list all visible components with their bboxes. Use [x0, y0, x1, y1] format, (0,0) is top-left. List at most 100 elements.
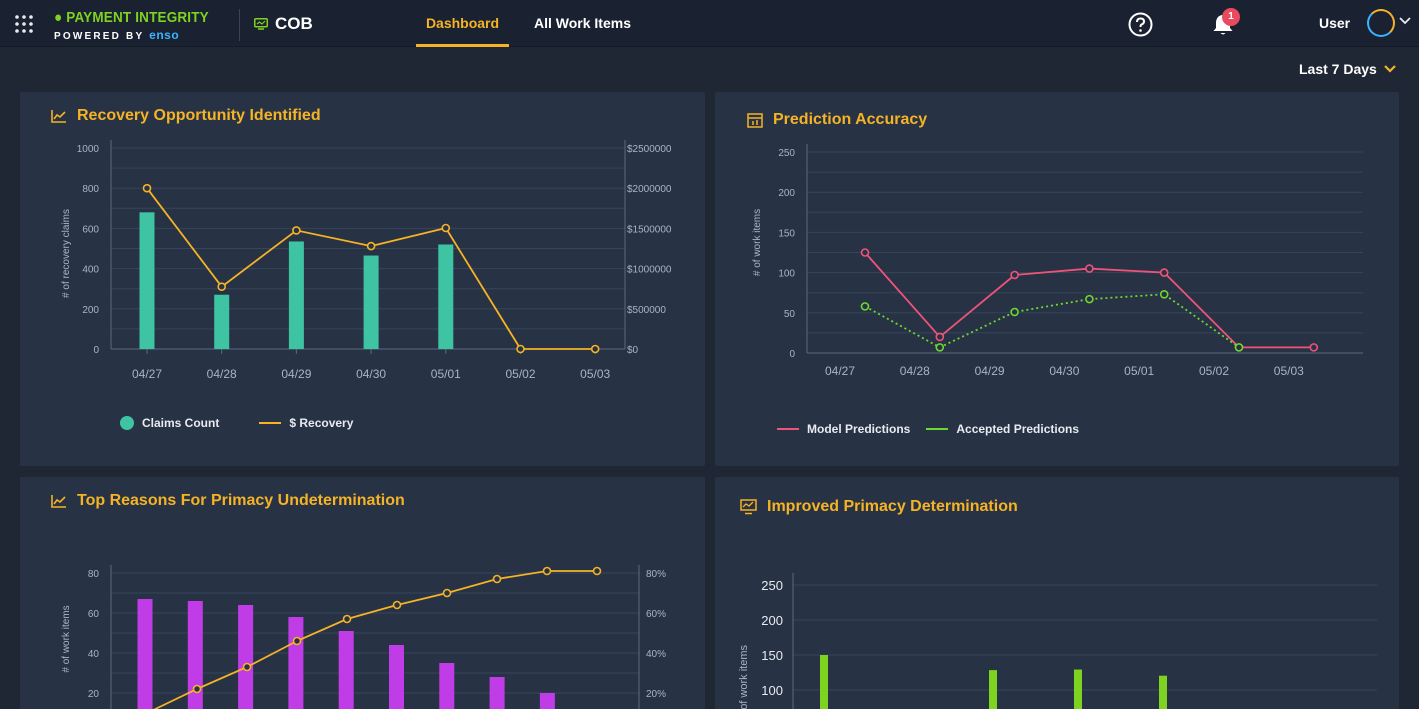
- bar-claims-count: [363, 255, 379, 349]
- legend-claims-count[interactable]: Claims Count: [120, 416, 219, 430]
- top-reasons-card: Top Reasons For Primacy Undetermination …: [20, 477, 705, 709]
- y-tick-label: 250: [778, 148, 795, 159]
- line-cumulative-percent: [153, 570, 597, 709]
- recovery-opportunity-card: Recovery Opportunity Identified 1000 800 6…: [20, 92, 705, 466]
- x-tick-label: 05/01: [1124, 364, 1154, 378]
- pi-logo-mark: ●: [54, 9, 63, 26]
- date-range-label: Last 7 Days: [1299, 61, 1377, 77]
- point-model-predictions: [1309, 343, 1319, 352]
- point-recovery: [366, 241, 376, 251]
- point-recovery: [441, 223, 451, 233]
- bar-improved-primacy: [1074, 669, 1082, 709]
- tab-dashboard[interactable]: Dashboard: [416, 0, 509, 47]
- y-tick-label: 80: [88, 569, 100, 580]
- improved-primacy-chart: 250 200 150 100 # of work items: [738, 573, 1377, 709]
- point-recovery: [292, 226, 301, 235]
- point-accepted-predictions: [935, 343, 945, 352]
- bar-work-items: [238, 605, 254, 709]
- improved-title: Improved Primacy Determination: [767, 498, 1018, 515]
- point-recovery: [217, 282, 226, 291]
- y-tick-label: 50: [784, 309, 796, 320]
- line-chart-icon: [51, 110, 66, 123]
- legend-model-predictions[interactable]: Model Predictions: [777, 422, 910, 436]
- legend-label: Model Predictions: [807, 422, 911, 436]
- logo-subtitle: POWERED BY enso: [54, 28, 226, 42]
- legend-recovery[interactable]: $ Recovery: [259, 416, 353, 430]
- payment-integrity-logo[interactable]: ● PAYMENT INTEGRITY POWERED BY enso: [54, 9, 226, 43]
- logo-title-text: PAYMENT INTEGRITY: [66, 9, 209, 26]
- x-tick-label: 04/28: [900, 364, 930, 378]
- accuracy-legend: Model Predictions Accepted Predictions: [777, 422, 1119, 436]
- y-tick-label: 60: [88, 609, 100, 620]
- calendar-chart-icon: [747, 113, 763, 128]
- point-recovery: [590, 344, 600, 354]
- point-cumulative-percent: [442, 588, 452, 598]
- bar-work-items: [539, 693, 555, 709]
- y-tick-label: 200: [778, 188, 795, 199]
- y2-tick-label: 40%: [646, 649, 666, 660]
- point-cumulative-percent: [592, 566, 602, 576]
- y2-tick-label: $2000000: [627, 184, 672, 195]
- monitor-chart-icon: [740, 499, 757, 515]
- point-model-predictions: [1085, 264, 1094, 273]
- point-accepted-predictions: [1159, 290, 1169, 299]
- point-recovery: [516, 344, 525, 354]
- logo-powered-by: POWERED BY: [54, 31, 145, 42]
- legend-label: $ Recovery: [289, 416, 354, 430]
- bar-work-items: [389, 645, 404, 709]
- point-cumulative-percent: [392, 600, 402, 610]
- y2-tick-label: 80%: [646, 569, 666, 580]
- y2-tick-label: $1500000: [627, 224, 672, 235]
- top-reasons-chart: 80 60 40 20 80% 60% 40% 20% # of work items: [61, 565, 666, 709]
- y-axis-label: # of work items: [61, 605, 72, 672]
- recovery-chart: 1000 800 600 400 200 0 $2500000 $2000000 $150000…: [61, 140, 672, 381]
- point-cumulative-percent: [342, 614, 352, 624]
- y-tick-label: 100: [778, 269, 795, 280]
- y2-tick-label: $2500000: [627, 144, 672, 155]
- x-tick-label: 04/27: [132, 367, 162, 381]
- y-axis-label: # of work items: [752, 209, 763, 276]
- card-title: Improved Primacy Determination: [740, 498, 1018, 516]
- point-model-predictions: [860, 248, 870, 257]
- bar-claims-count: [214, 294, 230, 349]
- tab-all-work-items[interactable]: All Work Items: [534, 15, 631, 31]
- y-tick-label: 400: [82, 265, 99, 276]
- y-tick-label: 20: [88, 689, 100, 700]
- y-axis-label: # of recovery claims: [61, 209, 72, 298]
- legend-swatch: [120, 416, 134, 430]
- bar-work-items: [489, 677, 505, 709]
- user-name[interactable]: User: [1319, 15, 1351, 31]
- bar-work-items: [137, 599, 153, 709]
- y2-tick-label: $0: [627, 345, 639, 356]
- point-model-predictions: [1010, 270, 1019, 280]
- notification-count-badge: 1: [1222, 8, 1240, 26]
- point-accepted-predictions: [860, 302, 870, 311]
- legend-swatch: [777, 428, 799, 430]
- bar-claims-count: [288, 241, 304, 349]
- y-tick-label: 150: [778, 228, 795, 239]
- bar-improved-primacy: [1159, 675, 1167, 709]
- legend-accepted-predictions[interactable]: Accepted Predictions: [926, 422, 1079, 436]
- app-switcher[interactable]: COB: [254, 14, 313, 34]
- legend-label: Claims Count: [142, 416, 220, 430]
- apps-grid-icon[interactable]: [14, 14, 34, 34]
- y-tick-label: 40: [88, 649, 100, 660]
- legend-swatch: [926, 428, 949, 430]
- y-tick-label: 200: [82, 305, 99, 316]
- date-range-selector[interactable]: Last 7 Days: [1299, 61, 1397, 77]
- x-tick-label: 05/02: [505, 367, 535, 381]
- chevron-down-icon[interactable]: [1398, 16, 1412, 26]
- y-tick-label: 0: [93, 345, 99, 356]
- bar-improved-primacy: [820, 655, 828, 709]
- y2-tick-label: 20%: [646, 689, 666, 700]
- legend-swatch: [259, 422, 282, 424]
- card-title: Prediction Accuracy: [747, 111, 927, 129]
- point-cumulative-percent: [242, 662, 252, 672]
- x-tick-label: 04/27: [825, 364, 855, 378]
- help-icon[interactable]: [1128, 12, 1153, 37]
- x-tick-label: 05/03: [1274, 364, 1304, 378]
- y-tick-label: 150: [761, 648, 783, 663]
- top-navigation-bar: ● PAYMENT INTEGRITY POWERED BY enso COB …: [0, 0, 1419, 47]
- line-chart-icon: [51, 495, 66, 508]
- user-avatar[interactable]: [1367, 9, 1395, 37]
